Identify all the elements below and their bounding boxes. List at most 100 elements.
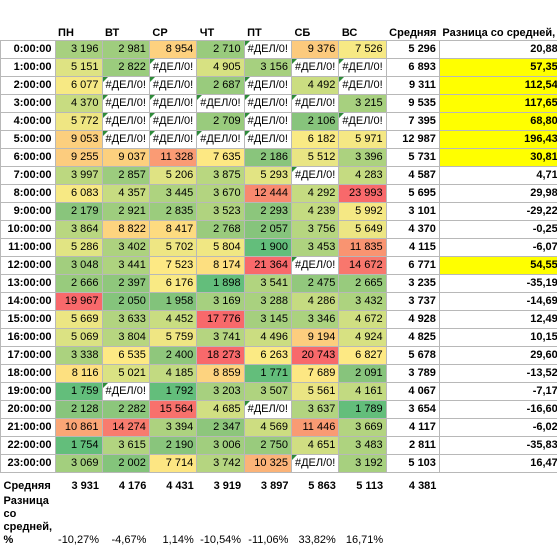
- row-time-label[interactable]: 5:00:00: [1, 131, 56, 149]
- row-diff-percent[interactable]: 68,80%: [439, 113, 557, 131]
- error-cell[interactable]: #ДЕЛ/0!: [102, 131, 149, 149]
- row-diff-percent[interactable]: 112,54%: [439, 77, 557, 95]
- value-cell[interactable]: 6 083: [55, 185, 102, 203]
- row-time-label[interactable]: 10:00:00: [1, 221, 56, 239]
- value-cell[interactable]: 4 286: [291, 293, 338, 311]
- value-cell[interactable]: 3 523: [197, 203, 244, 221]
- row-diff-percent[interactable]: -6,07%: [439, 239, 557, 257]
- value-cell[interactable]: 2 293: [244, 203, 291, 221]
- value-cell[interactable]: 9 037: [102, 149, 149, 167]
- value-cell[interactable]: 11 835: [339, 239, 386, 257]
- day-header[interactable]: ПТ: [244, 0, 291, 41]
- day-header[interactable]: СБ: [291, 0, 338, 41]
- value-cell[interactable]: 7 526: [339, 41, 386, 59]
- value-cell[interactable]: 2 822: [102, 59, 149, 77]
- value-cell[interactable]: 5 151: [55, 59, 102, 77]
- value-cell[interactable]: 14 672: [339, 257, 386, 275]
- row-time-label[interactable]: 23:00:00: [1, 455, 56, 473]
- error-cell[interactable]: #ДЕЛ/0!: [291, 455, 338, 473]
- error-cell[interactable]: #ДЕЛ/0!: [244, 113, 291, 131]
- value-cell[interactable]: 2 400: [149, 347, 196, 365]
- value-cell[interactable]: 10 861: [55, 419, 102, 437]
- footer-avg-value[interactable]: 4 176: [102, 478, 149, 495]
- value-cell[interactable]: 1 771: [244, 365, 291, 383]
- day-header[interactable]: СР: [149, 0, 196, 41]
- value-cell[interactable]: 5 293: [244, 167, 291, 185]
- row-average[interactable]: 3 789: [386, 365, 439, 383]
- value-cell[interactable]: 3 804: [102, 329, 149, 347]
- value-cell[interactable]: 3 169: [197, 293, 244, 311]
- value-cell[interactable]: 5 649: [339, 221, 386, 239]
- value-cell[interactable]: 2 397: [102, 275, 149, 293]
- row-diff-percent[interactable]: -7,17%: [439, 383, 557, 401]
- day-header[interactable]: ВТ: [102, 0, 149, 41]
- value-cell[interactable]: 4 239: [291, 203, 338, 221]
- value-cell[interactable]: 4 185: [149, 365, 196, 383]
- value-cell[interactable]: 3 203: [197, 383, 244, 401]
- row-average[interactable]: 7 395: [386, 113, 439, 131]
- row-diff-percent[interactable]: 12,49%: [439, 311, 557, 329]
- row-time-label[interactable]: 8:00:00: [1, 185, 56, 203]
- row-average[interactable]: 6 893: [386, 59, 439, 77]
- row-diff-percent[interactable]: 29,98%: [439, 185, 557, 203]
- value-cell[interactable]: 2 128: [55, 401, 102, 419]
- value-cell[interactable]: 3 432: [339, 293, 386, 311]
- value-cell[interactable]: 4 492: [291, 77, 338, 95]
- error-cell[interactable]: #ДЕЛ/0!: [102, 383, 149, 401]
- row-time-label[interactable]: 14:00:00: [1, 293, 56, 311]
- value-cell[interactable]: 2 857: [102, 167, 149, 185]
- footer-avg-value[interactable]: 4 431: [149, 478, 196, 495]
- value-cell[interactable]: 5 286: [55, 239, 102, 257]
- value-cell[interactable]: 4 292: [291, 185, 338, 203]
- value-cell[interactable]: 6 077: [55, 77, 102, 95]
- row-average[interactable]: 9 535: [386, 95, 439, 113]
- row-average[interactable]: 3 101: [386, 203, 439, 221]
- row-time-label[interactable]: 13:00:00: [1, 275, 56, 293]
- footer-diff-value[interactable]: 16,71%: [339, 495, 386, 547]
- row-time-label[interactable]: 20:00:00: [1, 401, 56, 419]
- error-cell[interactable]: #ДЕЛ/0!: [244, 77, 291, 95]
- footer-diff-value[interactable]: -4,67%: [102, 495, 149, 547]
- row-diff-percent[interactable]: -35,19%: [439, 275, 557, 293]
- row-time-label[interactable]: 19:00:00: [1, 383, 56, 401]
- value-cell[interactable]: 3 215: [339, 95, 386, 113]
- value-cell[interactable]: 3 441: [102, 257, 149, 275]
- row-time-label[interactable]: 12:00:00: [1, 257, 56, 275]
- row-time-label[interactable]: 16:00:00: [1, 329, 56, 347]
- value-cell[interactable]: 12 444: [244, 185, 291, 203]
- error-cell[interactable]: #ДЕЛ/0!: [197, 131, 244, 149]
- avg-header[interactable]: Средняя: [386, 0, 439, 41]
- value-cell[interactable]: 3 192: [339, 455, 386, 473]
- error-cell[interactable]: #ДЕЛ/0!: [291, 59, 338, 77]
- value-cell[interactable]: 3 875: [197, 167, 244, 185]
- value-cell[interactable]: 5 561: [291, 383, 338, 401]
- value-cell[interactable]: 3 445: [149, 185, 196, 203]
- row-time-label[interactable]: 3:00:00: [1, 95, 56, 113]
- row-time-label[interactable]: 17:00:00: [1, 347, 56, 365]
- error-cell[interactable]: #ДЕЛ/0!: [102, 95, 149, 113]
- row-average[interactable]: 4 587: [386, 167, 439, 185]
- error-cell[interactable]: #ДЕЛ/0!: [291, 95, 338, 113]
- row-average[interactable]: 4 928: [386, 311, 439, 329]
- value-cell[interactable]: 7 689: [291, 365, 338, 383]
- value-cell[interactable]: 3 633: [102, 311, 149, 329]
- error-cell[interactable]: #ДЕЛ/0!: [102, 113, 149, 131]
- value-cell[interactable]: 3 615: [102, 437, 149, 455]
- error-cell[interactable]: #ДЕЛ/0!: [291, 167, 338, 185]
- footer-diff-value[interactable]: -11,06%: [244, 495, 291, 547]
- value-cell[interactable]: 3 145: [244, 311, 291, 329]
- value-cell[interactable]: 7 635: [197, 149, 244, 167]
- value-cell[interactable]: 7 523: [149, 257, 196, 275]
- error-cell[interactable]: #ДЕЛ/0!: [244, 401, 291, 419]
- row-average[interactable]: 3 737: [386, 293, 439, 311]
- footer-avg-label[interactable]: Средняя: [1, 478, 56, 495]
- value-cell[interactable]: 1 900: [244, 239, 291, 257]
- row-time-label[interactable]: 11:00:00: [1, 239, 56, 257]
- value-cell[interactable]: 3 453: [291, 239, 338, 257]
- row-diff-percent[interactable]: -13,52%: [439, 365, 557, 383]
- value-cell[interactable]: 5 069: [55, 329, 102, 347]
- value-cell[interactable]: 3 742: [197, 455, 244, 473]
- row-diff-percent[interactable]: 30,81%: [439, 149, 557, 167]
- footer-avg-value[interactable]: 5 863: [291, 478, 338, 495]
- value-cell[interactable]: 3 196: [55, 41, 102, 59]
